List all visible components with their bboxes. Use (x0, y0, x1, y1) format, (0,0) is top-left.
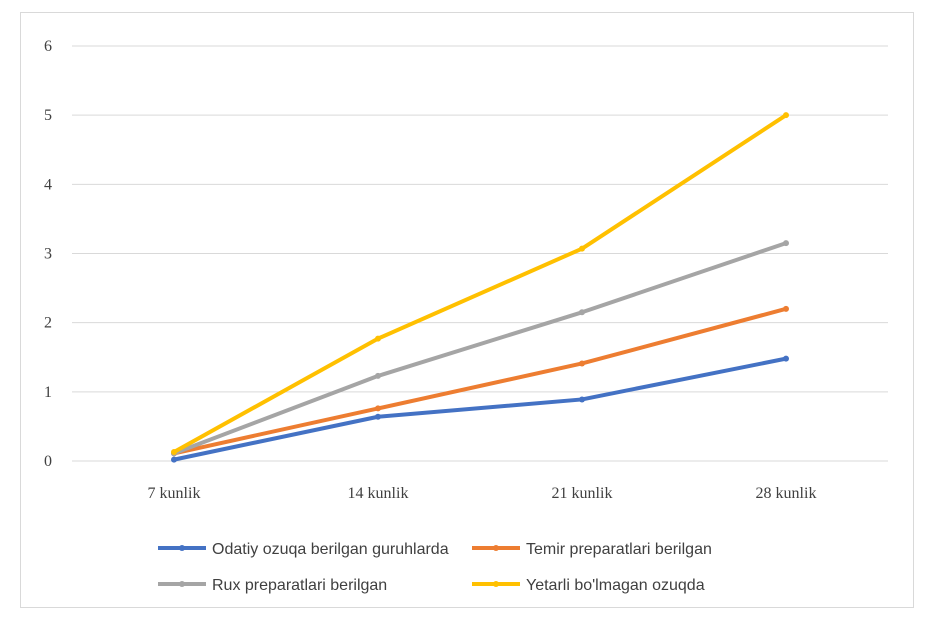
data-point (375, 335, 381, 342)
legend-marker (179, 581, 185, 587)
legend-label: Yetarli bo'lmagan ozuqda (526, 577, 705, 594)
x-tick-label: 7 kunlik (148, 485, 201, 502)
series-line (172, 241, 788, 456)
series-line (172, 356, 788, 462)
x-tick-label: 14 kunlik (348, 485, 409, 502)
data-point (783, 355, 789, 362)
gridlines (72, 45, 888, 462)
legend-item: Yetarli bo'lmagan ozuqda (472, 577, 705, 594)
x-tick-label: 21 kunlik (552, 485, 613, 502)
y-axis-ticks: 0 1 2 3 4 5 6 (44, 38, 52, 470)
series-line (172, 306, 788, 456)
y-tick-label: 0 (44, 453, 52, 470)
data-point (375, 372, 381, 379)
y-tick-label: 3 (44, 246, 52, 263)
data-point (579, 245, 585, 252)
series-0 (171, 355, 789, 463)
data-point (783, 305, 789, 312)
y-tick-label: 2 (44, 315, 52, 332)
data-point (375, 413, 381, 420)
legend-item: Odatiy ozuqa berilgan guruhlarda (158, 541, 449, 558)
legend-label: Odatiy ozuqa berilgan guruhlarda (212, 541, 449, 558)
y-tick-label: 1 (44, 384, 52, 401)
data-point (171, 449, 177, 456)
data-point (579, 309, 585, 316)
chart-frame (20, 12, 914, 608)
series-1 (171, 305, 789, 457)
y-tick-label: 6 (44, 38, 52, 55)
legend-item: Temir preparatlari berilgan (472, 541, 712, 558)
data-point (171, 456, 177, 463)
legend-marker (493, 581, 499, 587)
x-tick-label: 28 kunlik (756, 485, 817, 502)
series-lines (171, 112, 789, 463)
data-point (579, 396, 585, 403)
series-3 (171, 112, 789, 456)
legend: Odatiy ozuqa berilgan guruhlarda Temir pr… (158, 541, 712, 594)
data-point (375, 405, 381, 412)
legend-marker (179, 545, 185, 551)
y-tick-label: 5 (44, 107, 52, 124)
legend-label: Rux preparatlari berilgan (212, 577, 387, 594)
series-line (172, 113, 788, 455)
data-point (579, 360, 585, 367)
y-tick-label: 4 (44, 176, 52, 193)
x-axis-ticks: 7 kunlik 14 kunlik 21 kunlik 28 kunlik (148, 485, 817, 502)
legend-marker (493, 545, 499, 551)
series-2 (171, 240, 789, 457)
data-point (783, 112, 789, 119)
legend-item: Rux preparatlari berilgan (158, 577, 387, 594)
data-point (783, 240, 789, 247)
legend-label: Temir preparatlari berilgan (526, 541, 712, 558)
